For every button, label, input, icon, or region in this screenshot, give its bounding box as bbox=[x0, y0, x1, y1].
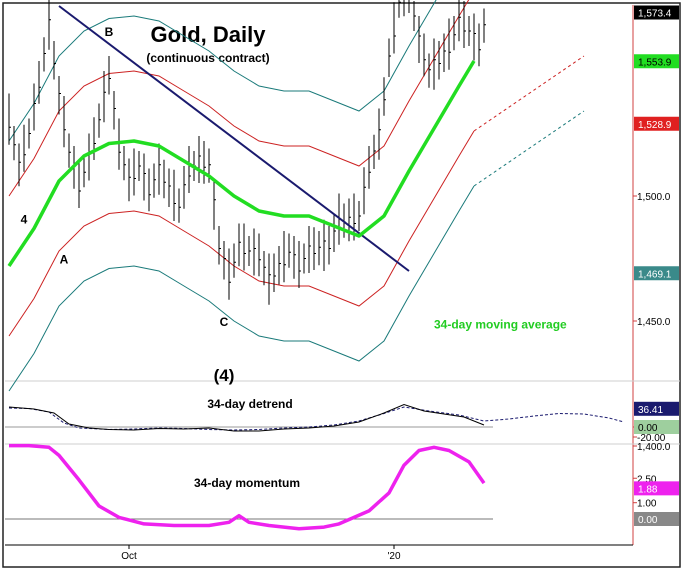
detrend-projection-line bbox=[8, 406, 625, 431]
envelope-bands bbox=[8, 0, 585, 392]
price-tag-label: 1,528.9 bbox=[638, 120, 672, 131]
price-tag-bg bbox=[634, 54, 679, 69]
chart-subtitle: (continuous contract) bbox=[146, 51, 269, 65]
price-tag-bg bbox=[634, 512, 679, 526]
annotations: (3)5B4AC(4)34-day moving average bbox=[21, 25, 567, 385]
y-tick-label: 1.00 bbox=[637, 499, 657, 510]
moving-average-label: 34-day moving average bbox=[434, 318, 567, 332]
y-tick-label: 1,450.0 bbox=[637, 317, 671, 328]
wave-label: C bbox=[220, 315, 229, 329]
price-tag-label: 1,573.4 bbox=[638, 9, 672, 20]
price-tag-bg bbox=[634, 420, 679, 434]
price-tag-bg bbox=[634, 401, 679, 416]
price-tag-label: 36.41 bbox=[638, 405, 663, 416]
price-tag-bg bbox=[634, 5, 679, 20]
outer-lower-band-projection bbox=[473, 110, 585, 187]
price-tag-label: 0.00 bbox=[638, 515, 658, 526]
x-tick-label: Oct bbox=[121, 551, 137, 562]
price-tags: 1,621.81,597.81,573.41,553.91,528.91,469… bbox=[634, 5, 679, 526]
price-tag-bg bbox=[634, 116, 679, 131]
moving-average-line bbox=[7, 60, 476, 267]
indicator-lines bbox=[5, 5, 625, 531]
inner-upper-band bbox=[8, 0, 470, 197]
price-tag-bg bbox=[634, 266, 679, 281]
momentum-panel-title: 34-day momentum bbox=[194, 476, 300, 490]
downtrend-line bbox=[58, 5, 410, 272]
price-tag-bg bbox=[634, 481, 679, 496]
inner-lower-band-projection bbox=[473, 55, 585, 132]
chart-title: Gold, Daily bbox=[151, 22, 267, 47]
price-tag-label: 1,469.1 bbox=[638, 269, 672, 280]
detrend-panel-title: 34-day detrend bbox=[207, 397, 292, 411]
price-tag-label: 1,553.9 bbox=[638, 57, 672, 68]
wave-label: A bbox=[60, 253, 69, 267]
momentum-line bbox=[9, 443, 486, 531]
x-tick-label: '20 bbox=[387, 551, 400, 562]
axis-labels: Oct'201,500.01,450.01,400.00.00-20.002.5… bbox=[121, 192, 671, 562]
price-tag-label: 0.00 bbox=[638, 423, 658, 434]
price-tag-label: 1.88 bbox=[638, 484, 658, 495]
wave-label: (4) bbox=[214, 366, 235, 385]
chart-frame bbox=[2, 2, 681, 568]
inner-lower-band bbox=[8, 130, 475, 337]
y-tick-label: -20.00 bbox=[637, 433, 666, 444]
outer-lower-band bbox=[8, 185, 475, 392]
price-bars bbox=[8, 0, 486, 305]
wave-label: 4 bbox=[21, 213, 28, 227]
y-tick-label: 1,400.0 bbox=[637, 442, 671, 453]
detrend-line bbox=[8, 403, 485, 432]
y-tick-label: 1,500.0 bbox=[637, 192, 671, 203]
y-tick-label: 2.50 bbox=[637, 474, 657, 485]
wave-label: B bbox=[105, 25, 114, 39]
